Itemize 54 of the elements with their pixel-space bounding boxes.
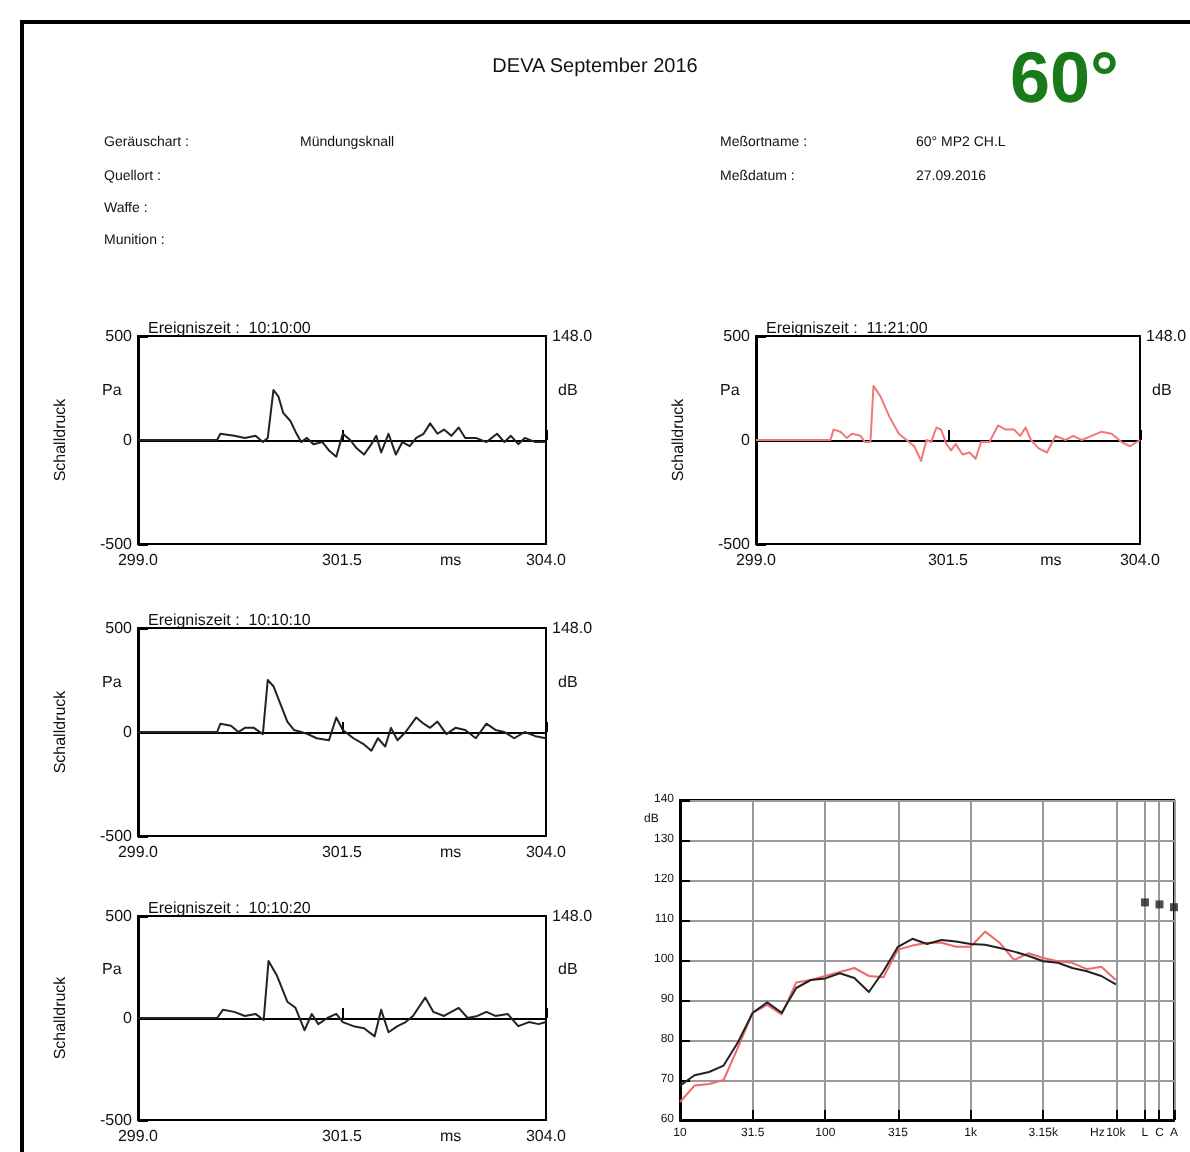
y-tick-label: 500	[105, 327, 134, 345]
text: dB	[558, 672, 578, 691]
x-tick-label: 304.0	[525, 1127, 568, 1145]
x-tick-label: 301.5	[321, 843, 364, 861]
x-tick-label: 304.0	[525, 551, 568, 569]
text: DEVA September 2016	[492, 56, 698, 78]
x-axis-title: ms	[439, 551, 462, 569]
x-tick-label: 299.0	[117, 843, 160, 861]
x-tick-label: 299.0	[117, 1127, 160, 1145]
y-axis-title: Schalldruck	[51, 688, 69, 774]
y-tick-label: 0	[741, 431, 752, 449]
x-tick-label: 304.0	[525, 843, 568, 861]
line-series	[137, 679, 547, 752]
x-tick-label: 301.5	[927, 551, 970, 569]
x-axis-title: ms	[439, 1127, 462, 1145]
y-axis-title: Schalldruck	[51, 396, 69, 482]
y-tick-label: -500	[99, 827, 134, 845]
y-axis-title: Schalldruck	[669, 396, 687, 482]
x-tick-label: 299.0	[735, 551, 778, 569]
text: Pa	[102, 380, 123, 399]
chart-title: Ereigniszeit : 10:10:20	[148, 899, 312, 917]
line-series	[137, 959, 547, 1038]
y-tick-label: 500	[105, 619, 134, 637]
x-axis-title: ms	[439, 843, 462, 861]
x-tick-label: 304.0	[1119, 551, 1162, 569]
x-tick-label: 301.5	[321, 551, 364, 569]
line-series	[137, 389, 547, 458]
text: dB	[558, 959, 578, 978]
text: 148.0	[552, 619, 594, 637]
text: 148.0	[552, 327, 594, 345]
text: Pa	[102, 672, 123, 691]
x-tick-label: 299.0	[117, 551, 160, 569]
y-axis-title: Schalldruck	[51, 974, 69, 1060]
x-axis-title: ms	[1040, 551, 1062, 569]
text: Pa	[720, 380, 741, 399]
x-tick-label: 301.5	[321, 1127, 364, 1145]
text: dB	[558, 380, 578, 399]
line-series	[755, 384, 1141, 462]
y-tick-label: 0	[123, 1009, 134, 1027]
chart-title: Ereigniszeit : 10:10:10	[148, 611, 312, 629]
y-tick-label: 0	[123, 431, 134, 449]
chart-title: Ereigniszeit : 10:10:00	[148, 319, 312, 337]
text: 148.0	[552, 907, 594, 925]
text: 60°	[1010, 36, 1119, 120]
y-tick-label: -500	[99, 1111, 134, 1129]
chart-title: Ereigniszeit : 11:21:00	[766, 319, 929, 337]
y-tick-label: 0	[123, 723, 134, 741]
text: Pa	[102, 959, 123, 978]
text: 148.0	[1146, 327, 1188, 345]
y-tick-label: -500	[99, 535, 134, 553]
y-tick-label: 500	[723, 327, 752, 345]
y-tick-label: 500	[105, 907, 134, 925]
text: dB	[1152, 380, 1172, 399]
y-tick-label: -500	[717, 535, 752, 553]
